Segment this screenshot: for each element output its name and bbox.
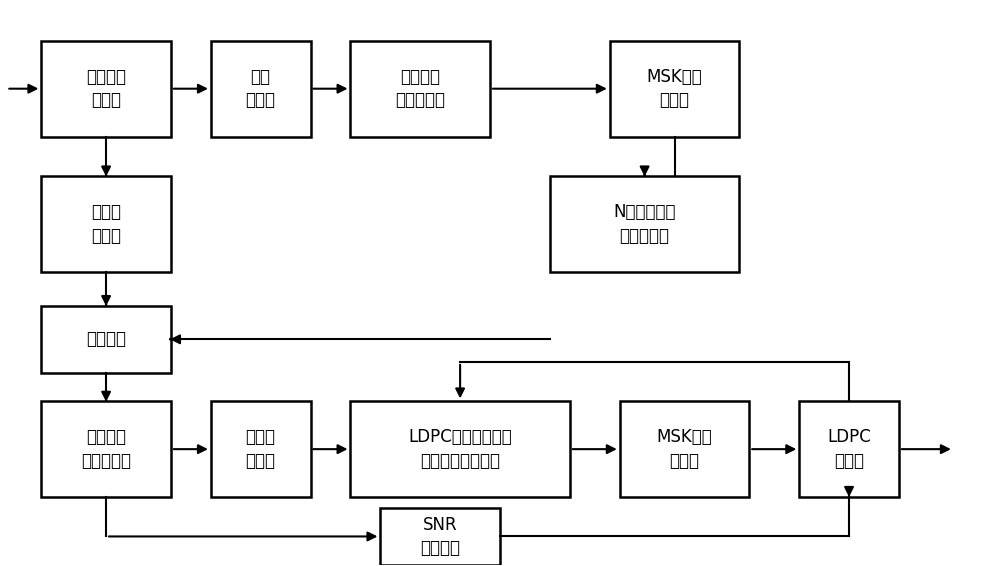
Text: N路帧同步头
相关检测器: N路帧同步头 相关检测器: [613, 203, 676, 245]
Bar: [41, 401, 171, 497]
Bar: [41, 41, 171, 136]
Bar: [799, 401, 899, 497]
Text: 低通
滤波器: 低通 滤波器: [246, 68, 276, 109]
Bar: [350, 401, 570, 497]
Text: 载波频偏
粗估计单元: 载波频偏 粗估计单元: [395, 68, 445, 109]
Bar: [41, 306, 171, 373]
Bar: [610, 41, 739, 136]
Text: 第一级
缓存器: 第一级 缓存器: [91, 203, 121, 245]
Text: 载波相偏
粗估计单元: 载波相偏 粗估计单元: [81, 428, 131, 470]
Text: MSK相干
解调器: MSK相干 解调器: [657, 428, 712, 470]
Bar: [380, 508, 500, 565]
Text: LDPC码辅助迭代载
波和定时同步单元: LDPC码辅助迭代载 波和定时同步单元: [408, 428, 512, 470]
Text: LDPC
译码器: LDPC 译码器: [827, 428, 871, 470]
Text: 正交下变
频单元: 正交下变 频单元: [86, 68, 126, 109]
Bar: [620, 401, 749, 497]
Bar: [41, 176, 171, 272]
Text: 控制开关: 控制开关: [86, 331, 126, 348]
Bar: [211, 401, 311, 497]
Bar: [350, 41, 490, 136]
Bar: [550, 176, 739, 272]
Bar: [211, 41, 311, 136]
Text: SNR
估计单元: SNR 估计单元: [420, 516, 460, 558]
Text: MSK差分
解调器: MSK差分 解调器: [647, 68, 702, 109]
Text: 第二级
缓存器: 第二级 缓存器: [246, 428, 276, 470]
